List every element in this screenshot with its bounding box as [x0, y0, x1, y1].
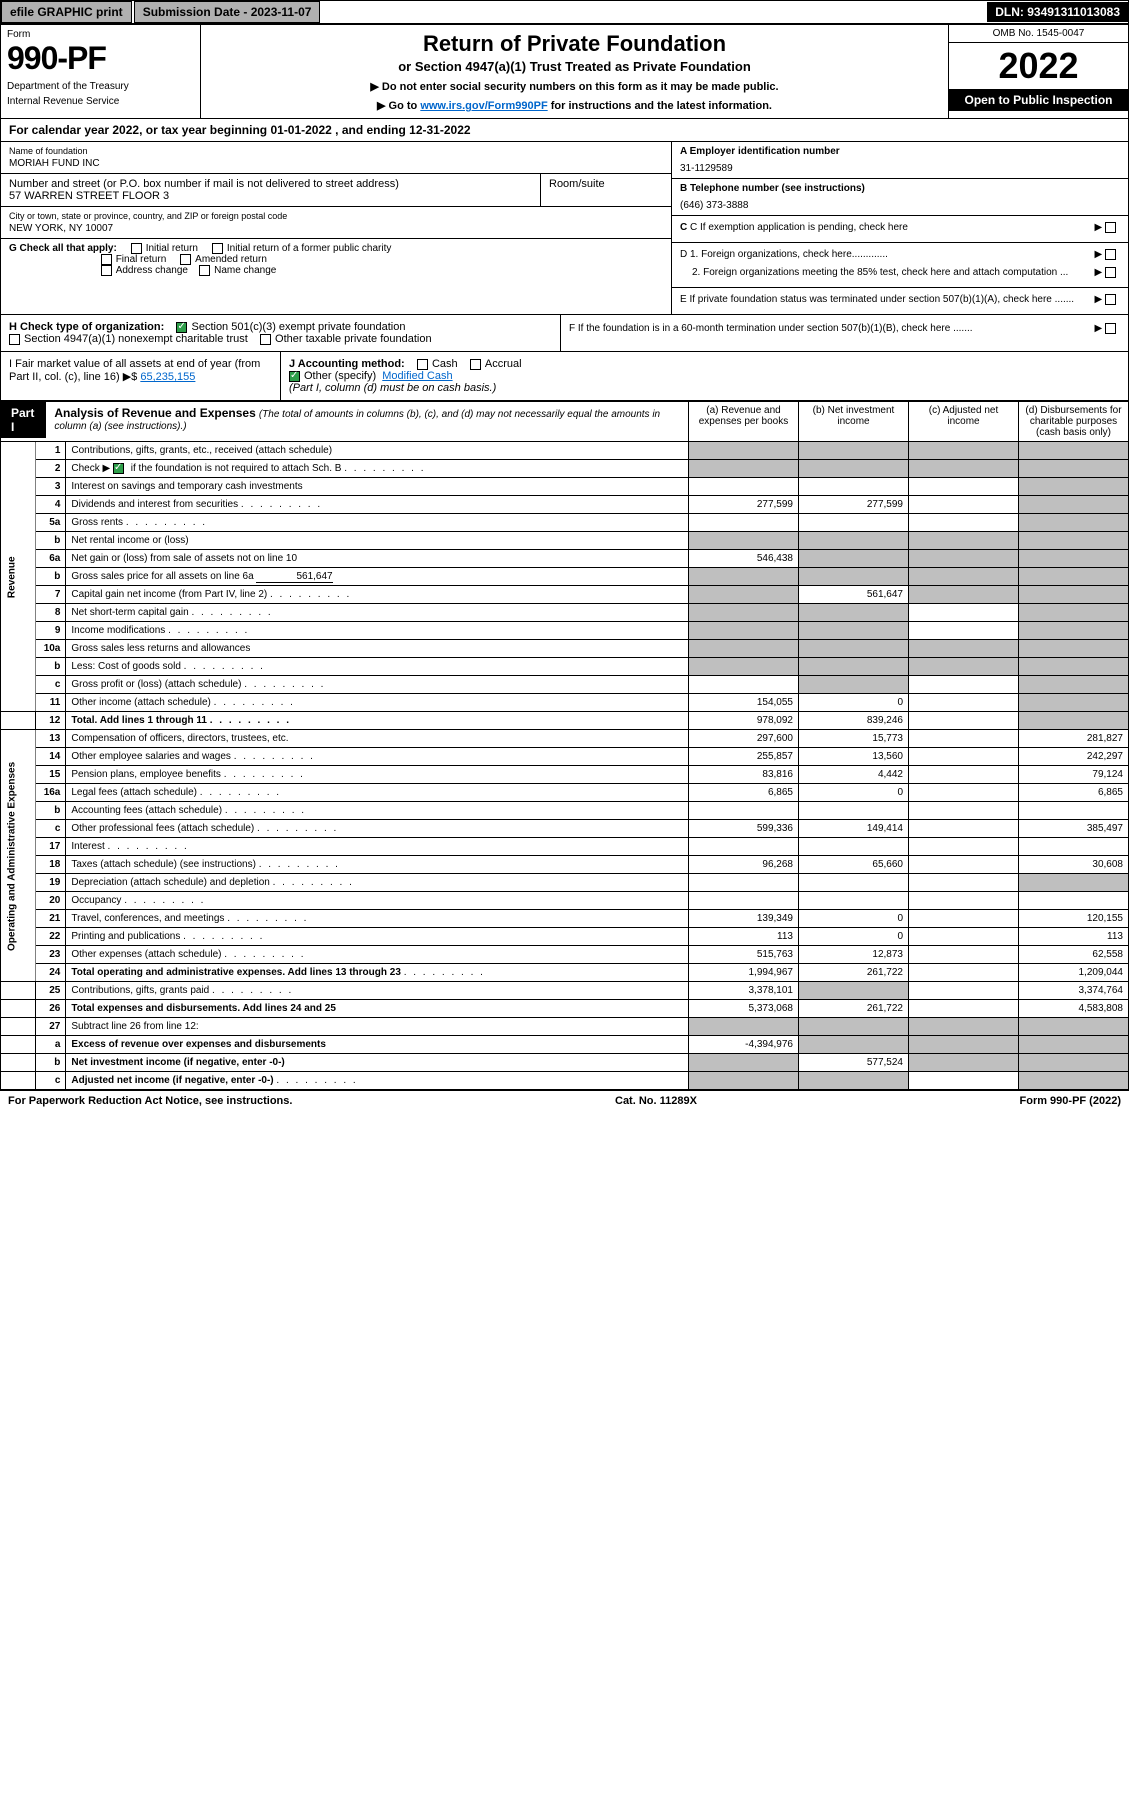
- submission-date: Submission Date - 2023-11-07: [134, 1, 321, 23]
- d-cell: D 1. Foreign organizations, check here..…: [671, 243, 1128, 288]
- form990pf-link[interactable]: www.irs.gov/Form990PF: [420, 100, 547, 112]
- c-checkbox[interactable]: [1105, 222, 1116, 233]
- form-ref: Form 990-PF (2022): [1020, 1095, 1121, 1107]
- form-label: Form: [7, 29, 194, 40]
- final-return-checkbox[interactable]: [101, 254, 112, 265]
- calendar-year: For calendar year 2022, or tax year begi…: [0, 119, 1129, 142]
- g-check: G Check all that apply: Initial return I…: [1, 239, 671, 280]
- c-cell: C C If exemption application is pending,…: [671, 216, 1128, 243]
- instr-2: ▶ Go to www.irs.gov/Form990PF for instru…: [211, 99, 938, 112]
- foundation-name-cell: Name of foundation MORIAH FUND INC: [1, 142, 671, 174]
- address: 57 WARREN STREET FLOOR 3: [9, 190, 532, 202]
- instr-1: ▶ Do not enter social security numbers o…: [211, 80, 938, 93]
- e-checkbox[interactable]: [1105, 294, 1116, 305]
- dept: Department of the Treasury: [7, 81, 194, 92]
- initial-return-checkbox[interactable]: [131, 243, 142, 254]
- e-cell: E If private foundation status was termi…: [671, 288, 1128, 314]
- col-c-header: (c) Adjusted net income: [909, 402, 1019, 442]
- city-cell: City or town, state or province, country…: [1, 207, 671, 239]
- topbar: efile GRAPHIC print Submission Date - 20…: [0, 0, 1129, 24]
- address-change-checkbox[interactable]: [101, 265, 112, 276]
- cat-no: Cat. No. 11289X: [615, 1095, 697, 1107]
- fmv-value[interactable]: 65,235,155: [140, 371, 195, 383]
- header-left: Form 990-PF Department of the Treasury I…: [1, 25, 201, 118]
- dln: DLN: 93491311013083: [987, 2, 1128, 22]
- identification-grid: Name of foundation MORIAH FUND INC Numbe…: [0, 142, 1129, 315]
- header-mid: Return of Private Foundation or Section …: [201, 25, 948, 118]
- form-header: Form 990-PF Department of the Treasury I…: [0, 24, 1129, 119]
- tax-year: 2022: [949, 43, 1128, 89]
- f-checkbox[interactable]: [1105, 323, 1116, 334]
- col-b-header: (b) Net investment income: [799, 402, 909, 442]
- initial-former-checkbox[interactable]: [212, 243, 223, 254]
- open-inspection: Open to Public Inspection: [949, 89, 1128, 111]
- foundation-name: MORIAH FUND INC: [9, 158, 663, 169]
- revenue-label: Revenue: [1, 442, 36, 712]
- ein: 31-1129589: [680, 163, 1120, 174]
- room-cell: Room/suite: [541, 174, 671, 206]
- efile-btn[interactable]: efile GRAPHIC print: [1, 1, 132, 23]
- telephone: (646) 373-3888: [680, 200, 1120, 211]
- name-change-checkbox[interactable]: [199, 265, 210, 276]
- part1-label: Part I: [1, 402, 46, 438]
- part1-table: Part I Analysis of Revenue and Expenses …: [0, 401, 1129, 1090]
- 4947-checkbox[interactable]: [9, 334, 20, 345]
- d1-checkbox[interactable]: [1105, 249, 1116, 260]
- other-method-checkbox[interactable]: [289, 371, 300, 382]
- omb: OMB No. 1545-0047: [949, 25, 1128, 43]
- paperwork-notice: For Paperwork Reduction Act Notice, see …: [8, 1095, 292, 1107]
- form-title: Return of Private Foundation: [211, 31, 938, 57]
- cash-checkbox[interactable]: [417, 359, 428, 370]
- address-cell: Number and street (or P.O. box number if…: [1, 174, 541, 206]
- col-d-header: (d) Disbursements for charitable purpose…: [1019, 402, 1129, 442]
- 501c3-checkbox[interactable]: [176, 322, 187, 333]
- footer: For Paperwork Reduction Act Notice, see …: [0, 1090, 1129, 1111]
- ein-cell: A Employer identification number 31-1129…: [671, 142, 1128, 179]
- expenses-label: Operating and Administrative Expenses: [1, 730, 36, 982]
- h-row: H Check type of organization: Section 50…: [0, 315, 1129, 352]
- city: NEW YORK, NY 10007: [9, 223, 663, 234]
- form-subtitle: or Section 4947(a)(1) Trust Treated as P…: [211, 59, 938, 74]
- irs: Internal Revenue Service: [7, 96, 194, 107]
- other-taxable-checkbox[interactable]: [260, 334, 271, 345]
- other-method-value[interactable]: Modified Cash: [382, 370, 452, 382]
- tel-cell: B Telephone number (see instructions) (6…: [671, 179, 1128, 216]
- amended-return-checkbox[interactable]: [180, 254, 191, 265]
- col-a-header: (a) Revenue and expenses per books: [689, 402, 799, 442]
- d2-checkbox[interactable]: [1105, 267, 1116, 278]
- accrual-checkbox[interactable]: [470, 359, 481, 370]
- header-right: OMB No. 1545-0047 2022 Open to Public In…: [948, 25, 1128, 118]
- schb-checkbox[interactable]: [113, 463, 124, 474]
- ij-row: I Fair market value of all assets at end…: [0, 352, 1129, 401]
- form-number: 990-PF: [7, 40, 194, 77]
